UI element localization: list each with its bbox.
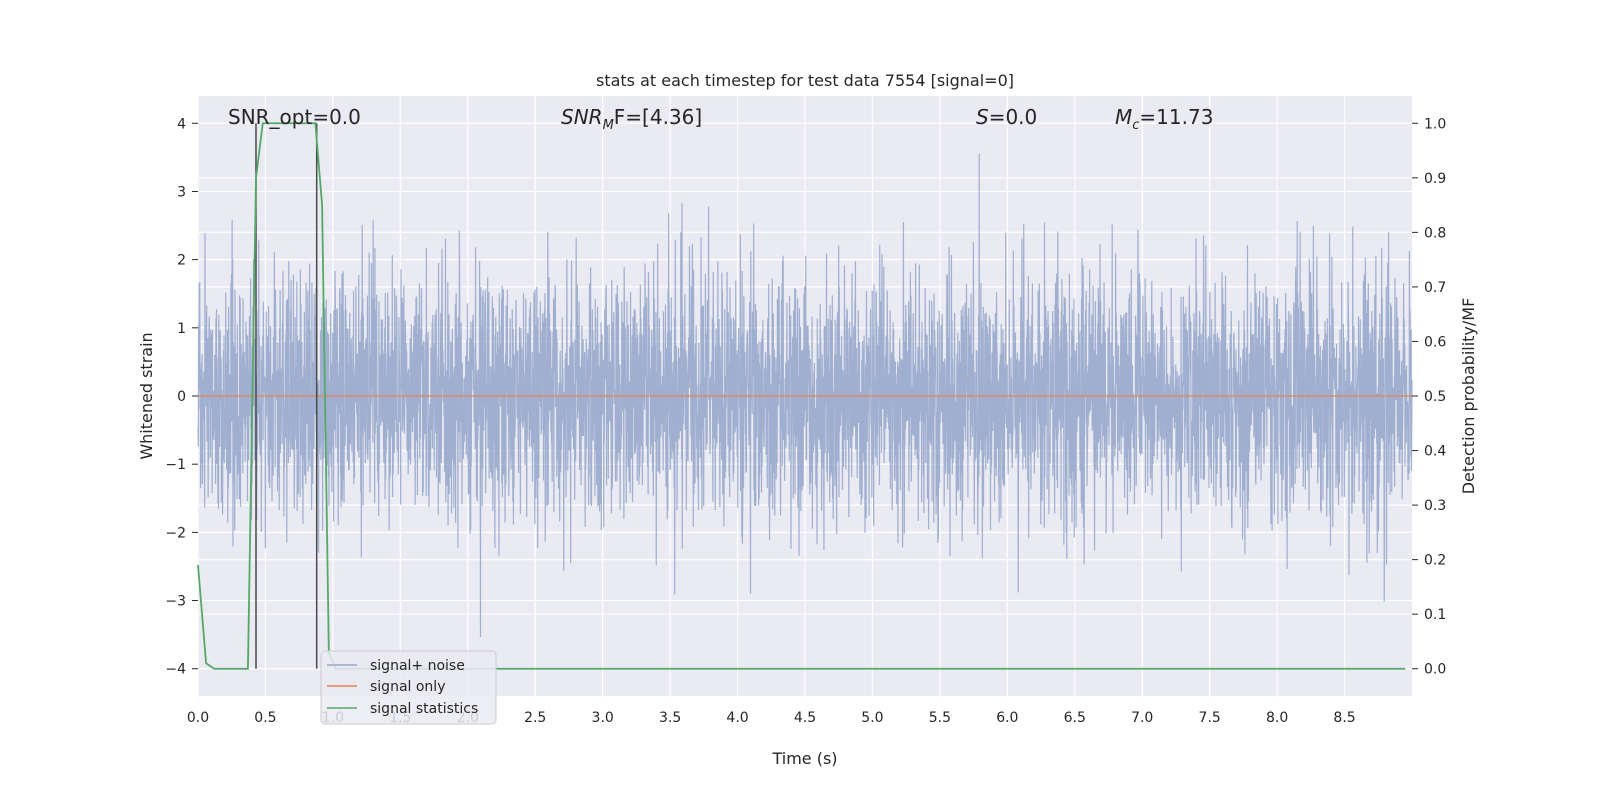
y2-tick-label: 1.0	[1424, 116, 1446, 132]
y2-tick-label: 0.0	[1424, 662, 1446, 678]
x-tick-label: 0.5	[254, 710, 276, 726]
y2-tick-label: 0.7	[1424, 280, 1446, 296]
y-tick-label: −1	[165, 457, 186, 473]
annotation-snr-mf-rest: F=[4.36]	[614, 105, 702, 129]
chart-title: stats at each timestep for test data 755…	[596, 71, 1014, 90]
annotation-mc-sub: c	[1132, 118, 1139, 133]
y-axis-ticks: 4 3 2 1 0 −1 −2 −3 −4	[165, 116, 198, 678]
y2-tick-label: 0.9	[1424, 171, 1446, 187]
signal-statistics-series	[197, 122, 1406, 670]
legend-box	[320, 650, 497, 725]
x-tick-label: 8.0	[1266, 710, 1288, 726]
signal-noise-series	[197, 153, 1413, 638]
y2-tick-label: 0.6	[1424, 334, 1446, 350]
x-tick-label: 2.5	[524, 710, 546, 726]
x-tick-label: 3.0	[592, 710, 614, 726]
legend-label-signal-statistics: signal statistics	[370, 701, 478, 717]
y-axis-label: Whitened strain	[137, 332, 156, 459]
annotation-snr-mf: SNRMF=[4.36]	[561, 105, 702, 133]
y-tick-label: −2	[165, 525, 186, 541]
signal-statistics-line	[197, 122, 1406, 670]
annotation-snr-mf-sub: M	[603, 118, 614, 133]
y-tick-label: 3	[177, 184, 186, 200]
annotation-mc-main: M	[1115, 105, 1132, 129]
y-tick-label: −3	[165, 594, 186, 610]
y-tick-label: 0	[177, 389, 186, 405]
legend-label-signal-only: signal only	[370, 679, 445, 695]
x-tick-label: 4.0	[726, 710, 748, 726]
x-axis-label: Time (s)	[771, 749, 837, 768]
x-tick-label: 5.0	[861, 710, 883, 726]
x-tick-label: 5.5	[929, 710, 951, 726]
x-tick-label: 6.5	[1064, 710, 1086, 726]
y2-tick-label: 0.4	[1424, 444, 1446, 460]
y2-axis-label: Detection probability/MF	[1459, 298, 1478, 495]
y2-axis-ticks: 1.0 0.9 0.8 0.7 0.6 0.5 0.4 0.3 0.2 0.1 0.0	[1412, 116, 1446, 678]
y2-tick-label: 0.5	[1424, 389, 1446, 405]
x-tick-label: 6.0	[996, 710, 1018, 726]
annotation-mc-rest: =11.73	[1139, 105, 1213, 129]
y-tick-label: −4	[165, 662, 186, 678]
annotation-s: S=0.0	[976, 105, 1037, 129]
x-tick-label: 7.5	[1199, 710, 1221, 726]
x-tick-label: 0.0	[187, 710, 209, 726]
annotation-s-main: S	[976, 105, 989, 129]
y-tick-label: 2	[177, 253, 186, 269]
y2-tick-label: 0.8	[1424, 225, 1446, 241]
y2-tick-label: 0.2	[1424, 553, 1446, 569]
signal-noise-line	[197, 153, 1413, 638]
annotation-snr-opt: SNR_opt=0.0	[228, 105, 361, 129]
legend-label-signal-noise: signal+ noise	[370, 658, 465, 674]
annotation-s-rest: =0.0	[989, 105, 1038, 129]
x-tick-label: 4.5	[794, 710, 816, 726]
x-tick-label: 7.0	[1131, 710, 1153, 726]
y2-tick-label: 0.1	[1424, 607, 1446, 623]
x-tick-label: 8.5	[1333, 710, 1355, 726]
x-tick-label: 3.5	[659, 710, 681, 726]
y-tick-label: 4	[177, 116, 186, 132]
y-tick-label: 1	[177, 321, 186, 337]
annotation-snr-mf-main: SNR	[561, 105, 603, 129]
y2-tick-label: 0.3	[1424, 498, 1446, 514]
annotation-mc: Mc=11.73	[1115, 105, 1213, 133]
legend: signal+ noise signal only signal statist…	[320, 650, 497, 725]
